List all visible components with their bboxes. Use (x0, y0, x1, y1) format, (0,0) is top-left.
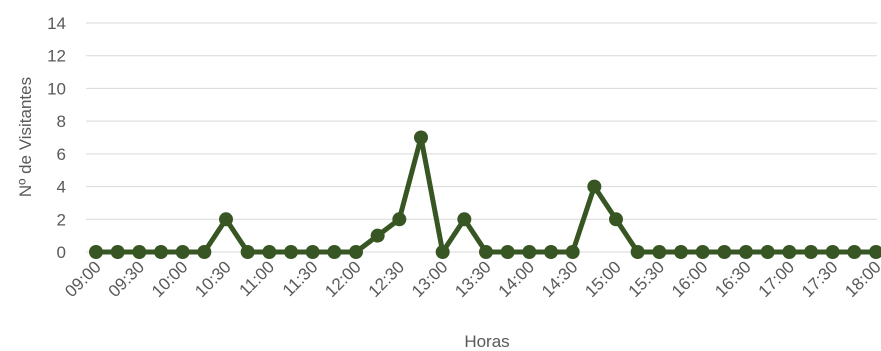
data-point (825, 245, 840, 259)
data-point (197, 245, 212, 259)
data-point (219, 212, 233, 227)
data-point (479, 245, 493, 259)
data-point (674, 245, 688, 259)
x-tick-label: 17:00 (755, 257, 799, 301)
series-line (96, 135, 876, 255)
y-tick-label: 6 (57, 145, 66, 164)
data-point (760, 245, 775, 259)
x-tick-label: 12:30 (365, 257, 409, 301)
x-tick-label: 16:30 (711, 257, 755, 301)
data-point (284, 245, 298, 259)
x-tick-label: 14:30 (538, 257, 582, 301)
y-tick-label: 4 (57, 178, 66, 197)
x-tick-label: 09:00 (61, 257, 105, 301)
data-point (414, 130, 428, 145)
x-tick-label: 13:00 (408, 257, 452, 301)
x-tick-label: 14:00 (495, 257, 539, 301)
data-point (717, 245, 732, 259)
data-point (132, 245, 147, 259)
series-visitors (89, 130, 881, 259)
x-tick-label: 12:00 (321, 257, 365, 301)
y-axis-title: Nº de Visitantes (16, 77, 35, 197)
x-tick-label: 10:00 (148, 257, 192, 301)
y-tick-label: 2 (57, 210, 66, 229)
y-tick-label: 0 (57, 243, 66, 262)
x-axis-title: Horas (464, 332, 509, 351)
y-tick-label: 12 (47, 47, 66, 66)
data-point (349, 245, 363, 259)
data-point (869, 245, 881, 259)
data-point (175, 245, 190, 259)
x-tick-label: 16:00 (668, 257, 712, 301)
data-point (240, 245, 255, 259)
data-point (609, 212, 623, 227)
data-point (565, 245, 580, 259)
x-axis-ticks: 09:00 09:30 10:00 10:30 11:00 11:30 12:00 12:30… (61, 257, 881, 301)
x-tick-label: 11:00 (236, 257, 279, 300)
data-point (847, 245, 862, 259)
data-point (110, 245, 125, 259)
data-point (457, 212, 472, 227)
data-point (305, 245, 320, 259)
x-tick-label: 11:30 (279, 257, 322, 300)
data-point (154, 245, 168, 259)
x-tick-label: 18:00 (841, 257, 881, 301)
x-tick-label: 17:30 (798, 257, 842, 301)
data-point (500, 245, 515, 259)
data-point (630, 245, 645, 259)
gridlines (86, 22, 877, 253)
data-point (327, 245, 342, 259)
y-tick-label: 14 (47, 14, 66, 33)
y-tick-label: 8 (57, 112, 66, 131)
y-axis-ticks: 0 2 4 6 8 10 12 14 (47, 14, 66, 262)
data-point (89, 245, 103, 259)
x-tick-label: 09:30 (105, 257, 149, 301)
data-point (804, 245, 818, 259)
data-point (392, 212, 407, 227)
x-tick-label: 15:30 (625, 257, 669, 301)
data-point (652, 245, 667, 259)
x-tick-label: 10:30 (191, 257, 235, 301)
data-point (739, 245, 753, 259)
data-point (370, 228, 385, 243)
data-point (522, 245, 537, 259)
x-tick-label: 15:00 (581, 257, 625, 301)
data-point (695, 245, 710, 259)
y-tick-label: 10 (47, 79, 66, 98)
data-point (782, 245, 797, 259)
x-tick-label: 13:30 (451, 257, 495, 301)
data-point (435, 245, 450, 259)
data-point (587, 179, 602, 194)
data-point (544, 245, 558, 259)
data-point (262, 245, 277, 259)
